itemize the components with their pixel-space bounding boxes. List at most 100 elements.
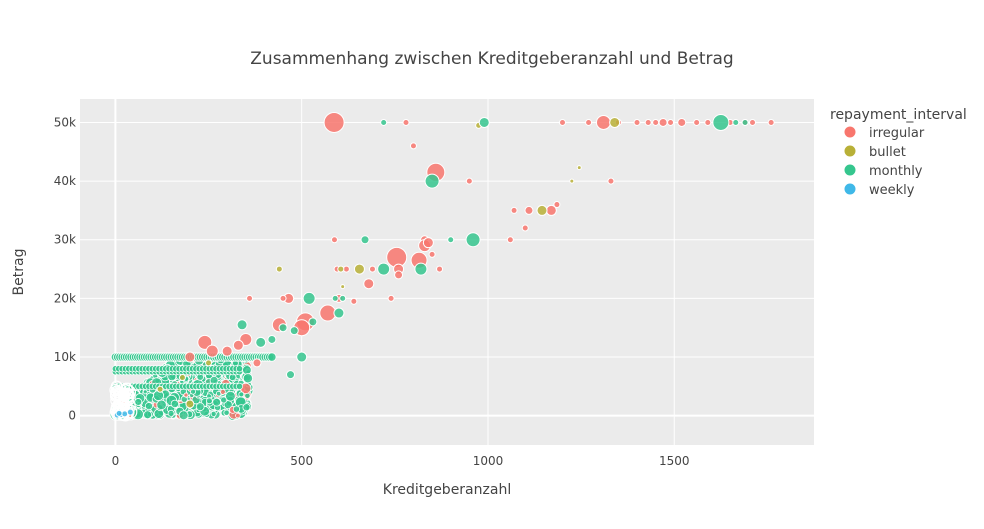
data-point-monthly[interactable]	[465, 232, 481, 248]
data-point-irregular[interactable]	[652, 118, 660, 126]
data-point-monthly[interactable]	[333, 307, 345, 319]
data-point-monthly[interactable]	[414, 262, 428, 276]
data-point-irregular[interactable]	[232, 339, 244, 351]
data-point-bullet[interactable]	[340, 284, 346, 290]
x-tick-label: 1000	[473, 454, 504, 468]
data-point-irregular[interactable]	[330, 236, 338, 244]
data-point-irregular[interactable]	[409, 142, 417, 150]
data-point-bullet[interactable]	[609, 116, 621, 128]
data-point-monthly[interactable]	[289, 326, 299, 336]
data-point-bullet[interactable]	[569, 178, 575, 184]
data-point-irregular[interactable]	[704, 118, 712, 126]
data-point-monthly[interactable]	[236, 319, 248, 331]
y-tick-label: 30k	[54, 233, 76, 247]
data-point-monthly[interactable]	[278, 323, 288, 333]
data-point-weekly[interactable]	[115, 409, 123, 417]
data-point-irregular[interactable]	[644, 118, 652, 126]
data-point-irregular[interactable]	[436, 265, 444, 273]
data-point-irregular[interactable]	[693, 118, 701, 126]
data-point-irregular[interactable]	[402, 118, 410, 126]
data-point-monthly[interactable]	[732, 118, 740, 126]
data-point-irregular[interactable]	[633, 118, 641, 126]
data-points	[113, 111, 775, 419]
legend-marker	[843, 182, 857, 196]
legend[interactable]: repayment_interval irregular bullet monthl…	[830, 107, 967, 198]
data-point-irregular[interactable]	[559, 118, 567, 126]
data-point-irregular[interactable]	[323, 111, 345, 133]
data-point-irregular[interactable]	[553, 201, 561, 209]
data-point-irregular[interactable]	[506, 236, 514, 244]
data-point-bullet[interactable]	[576, 165, 582, 171]
data-point-irregular[interactable]	[510, 206, 518, 214]
legend-label: bullet	[869, 145, 906, 160]
data-point-irregular[interactable]	[595, 114, 611, 130]
data-point-monthly[interactable]	[478, 116, 490, 128]
legend-item-monthly[interactable]: monthly	[843, 163, 923, 179]
data-point-monthly[interactable]	[339, 294, 347, 302]
data-point-monthly[interactable]	[741, 118, 749, 126]
data-point-irregular[interactable]	[279, 294, 287, 302]
data-point-monthly[interactable]	[380, 118, 388, 126]
data-point-weekly[interactable]	[126, 408, 134, 416]
data-point-irregular[interactable]	[387, 294, 395, 302]
data-point-bullet[interactable]	[156, 385, 164, 393]
data-point-irregular[interactable]	[545, 204, 557, 216]
data-point-bullet[interactable]	[337, 265, 345, 273]
legend-item-weekly[interactable]: weekly	[843, 182, 915, 198]
data-point-monthly[interactable]	[267, 334, 277, 344]
data-point-irregular[interactable]	[422, 237, 434, 249]
data-point-irregular[interactable]	[205, 344, 219, 358]
data-point-irregular[interactable]	[524, 205, 534, 215]
data-point-irregular[interactable]	[521, 224, 529, 232]
data-point-bullet[interactable]	[275, 265, 283, 273]
data-point-monthly[interactable]	[712, 113, 730, 131]
legend-label: irregular	[869, 126, 925, 141]
data-point-monthly[interactable]	[360, 235, 370, 245]
legend-item-bullet[interactable]: bullet	[843, 144, 906, 160]
data-point-weekly[interactable]	[121, 410, 129, 418]
data-point-monthly[interactable]	[286, 370, 296, 380]
legend-item-irregular[interactable]: irregular	[843, 125, 925, 141]
data-point-irregular[interactable]	[184, 351, 196, 363]
data-point-irregular[interactable]	[658, 117, 668, 127]
data-point-irregular[interactable]	[767, 118, 775, 126]
data-point-monthly[interactable]	[447, 236, 455, 244]
data-point-irregular[interactable]	[607, 177, 615, 185]
y-tick-label: 0	[68, 409, 76, 423]
data-point-irregular[interactable]	[667, 118, 675, 126]
data-point-irregular[interactable]	[363, 278, 375, 290]
data-point-monthly[interactable]	[308, 317, 318, 327]
data-point-irregular[interactable]	[749, 118, 757, 126]
data-point-monthly[interactable]	[255, 336, 267, 348]
data-point-bullet[interactable]	[178, 374, 186, 382]
cluster-point	[205, 397, 213, 405]
data-point-irregular[interactable]	[677, 117, 687, 127]
data-point-irregular[interactable]	[252, 358, 262, 368]
data-point-irregular[interactable]	[465, 177, 473, 185]
data-point-monthly[interactable]	[302, 291, 316, 305]
data-point-irregular[interactable]	[394, 270, 404, 280]
data-point-monthly[interactable]	[331, 294, 339, 302]
data-point-bullet[interactable]	[205, 359, 213, 367]
data-point-irregular[interactable]	[197, 334, 213, 350]
y-tick-label: 50k	[54, 115, 76, 129]
data-point-irregular[interactable]	[585, 118, 593, 126]
data-point-irregular[interactable]	[221, 345, 233, 357]
legend-marker	[843, 144, 857, 158]
data-point-irregular[interactable]	[428, 250, 436, 258]
data-point-irregular[interactable]	[246, 294, 254, 302]
data-point-bullet[interactable]	[185, 399, 195, 409]
data-point-irregular[interactable]	[319, 304, 337, 322]
data-point-bullet[interactable]	[536, 204, 548, 216]
data-point-monthly[interactable]	[377, 262, 391, 276]
legend-title: repayment_interval	[830, 107, 967, 123]
data-point-irregular[interactable]	[368, 265, 376, 273]
legend-marker	[843, 125, 857, 139]
data-point-bullet[interactable]	[353, 263, 365, 275]
data-point-monthly[interactable]	[296, 351, 308, 363]
cluster-point	[111, 385, 121, 395]
cluster-point	[267, 352, 277, 362]
data-point-irregular[interactable]	[350, 297, 358, 305]
data-point-monthly[interactable]	[424, 173, 440, 189]
